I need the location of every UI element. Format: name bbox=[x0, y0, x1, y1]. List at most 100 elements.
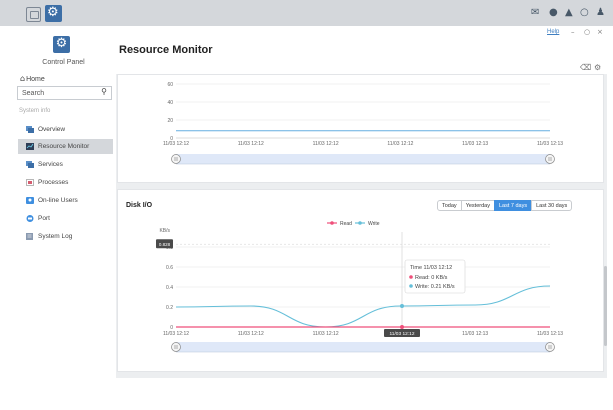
x-tick-label: 11/03 12:13 bbox=[537, 141, 563, 147]
sidebar-item-processes[interactable]: Processes bbox=[18, 175, 113, 190]
sidebar-item-overview[interactable]: Overview bbox=[18, 122, 113, 137]
show-desktop-button[interactable] bbox=[26, 7, 41, 22]
port-icon bbox=[26, 215, 34, 222]
sidebar-item-label: Processes bbox=[38, 179, 69, 186]
sidebar-item-label: Overview bbox=[38, 126, 66, 133]
settings-icon[interactable]: ⚙ bbox=[594, 63, 602, 72]
x-tick-label: 11/03 12:12 bbox=[238, 331, 264, 337]
y-tick-label: 0.4 bbox=[166, 285, 173, 291]
sidebar-item-services[interactable]: Services bbox=[18, 157, 113, 172]
disk-io-navigator-track bbox=[176, 342, 550, 352]
page-title: Resource Monitor bbox=[119, 44, 213, 56]
resource-chart: 0 20 40 60 11/03 12:12 11/03 12:12 11/03 12:12… bbox=[163, 82, 563, 165]
x-tick-label: 11/03 12:12 bbox=[163, 331, 189, 337]
resource-chart-card: 0 20 40 60 11/03 12:12 11/03 12:12 11/03 12:12… bbox=[117, 74, 604, 183]
help-link[interactable]: Help bbox=[547, 29, 560, 35]
taskbar: ✉ ● ▲ ○ ♟ bbox=[0, 0, 613, 26]
tooltip-read-marker bbox=[409, 275, 413, 279]
globe-icon[interactable]: ○ bbox=[580, 7, 589, 18]
x-highlight-label: 11/03 12:12 bbox=[390, 331, 415, 337]
y-tick-label: 0.2 bbox=[166, 305, 173, 311]
y-tick-label: 0 bbox=[170, 325, 173, 331]
main-panel: Help – ○ × Resource Monitor ⌫ ⚙ 0 20 40 60 1… bbox=[116, 26, 607, 378]
legend-read-label: Read bbox=[340, 221, 352, 227]
sidebar-item-system-log[interactable]: System Log bbox=[18, 229, 113, 244]
sidebar-item-label: On-line Users bbox=[38, 197, 78, 204]
sidebar-item-online-users[interactable]: On-line Users bbox=[18, 193, 113, 208]
time-range-buttons: Today Yesterday Last 7 days Last 30 days bbox=[437, 200, 573, 211]
home-link[interactable]: ⌂Home bbox=[20, 74, 45, 83]
sidebar-item-port[interactable]: Port bbox=[18, 211, 113, 226]
home-label: Home bbox=[26, 76, 45, 83]
write-hover-point bbox=[400, 304, 404, 308]
minimize-icon[interactable]: – bbox=[571, 28, 575, 36]
read-hover-point bbox=[400, 325, 404, 329]
overview-icon bbox=[26, 126, 34, 133]
range-yesterday-button[interactable]: Yesterday bbox=[460, 200, 495, 211]
sidebar-item-label: Resource Monitor bbox=[38, 143, 90, 150]
control-panel-gear-icon: ⚙ bbox=[53, 36, 70, 53]
top-navigator-right-handle bbox=[545, 154, 555, 164]
x-tick-label: 11/03 12:12 bbox=[313, 141, 339, 147]
x-tick-label: 11/03 12:13 bbox=[537, 331, 563, 337]
y-axis-unit: KB/s bbox=[159, 228, 170, 234]
range-last-30-days-button[interactable]: Last 30 days bbox=[531, 200, 573, 211]
top-navigator-track bbox=[176, 154, 550, 164]
processes-icon bbox=[26, 179, 34, 186]
y-highlight-label: 0.828 bbox=[159, 242, 171, 247]
legend-read-marker bbox=[330, 221, 334, 225]
resource-monitor-icon bbox=[26, 143, 34, 150]
y-tick-label: 0 bbox=[170, 136, 173, 142]
tooltip-read: Read: 0 KB/s bbox=[415, 275, 448, 281]
user-icon[interactable]: ♟ bbox=[596, 7, 605, 18]
scrollbar-thumb[interactable] bbox=[604, 266, 607, 346]
control-panel-window: ⚙ Control Panel ⌂Home Search ⚲ System inf… bbox=[11, 26, 607, 378]
tooltip-write-marker bbox=[409, 284, 413, 288]
sidebar-item-label: Services bbox=[38, 161, 63, 168]
legend-write-marker bbox=[358, 221, 362, 225]
x-tick-label: 11/03 12:12 bbox=[313, 331, 339, 337]
sidebar-item-label: System Log bbox=[38, 233, 73, 240]
top-navigator-left-handle bbox=[171, 154, 181, 164]
y-highlight-badge bbox=[156, 239, 173, 249]
restore-icon[interactable]: ○ bbox=[584, 28, 591, 36]
online-users-icon bbox=[26, 197, 34, 204]
sidebar-title: Control Panel bbox=[42, 59, 85, 66]
message-icon[interactable]: ● bbox=[549, 7, 558, 18]
y-tick-label: 60 bbox=[167, 82, 173, 88]
search-input[interactable]: Search ⚲ bbox=[17, 86, 112, 100]
x-highlight-badge bbox=[384, 329, 420, 337]
close-icon[interactable]: × bbox=[597, 28, 603, 36]
x-tick-label: 11/03 12:13 bbox=[462, 141, 488, 147]
x-tick-label: 11/03 12:12 bbox=[238, 141, 264, 147]
tooltip-write: Write: 0.21 KB/s bbox=[415, 284, 455, 290]
range-last-7-days-button[interactable]: Last 7 days bbox=[493, 200, 533, 211]
home-icon: ⌂ bbox=[20, 74, 26, 83]
chat-icon[interactable]: ✉ bbox=[531, 7, 540, 18]
disk-io-title: Disk I/O bbox=[126, 202, 153, 209]
y-tick-label: 0.6 bbox=[166, 265, 173, 271]
x-tick-label: 11/03 12:12 bbox=[163, 141, 189, 147]
sidebar-item-resource-monitor[interactable]: Resource Monitor bbox=[18, 139, 113, 154]
legend-write-label: Write bbox=[368, 221, 380, 227]
search-placeholder: Search bbox=[22, 90, 45, 97]
x-tick-label: 11/03 12:13 bbox=[462, 331, 488, 337]
search-icon[interactable]: ⚲ bbox=[101, 87, 107, 96]
notification-bell-icon[interactable]: ▲ bbox=[565, 7, 573, 18]
delete-icon[interactable]: ⌫ bbox=[580, 63, 592, 72]
disk-io-card: Disk I/O Today Yesterday Last 7 days Las… bbox=[117, 189, 604, 372]
content-area: 0 20 40 60 11/03 12:12 11/03 12:12 11/03 12:12… bbox=[116, 74, 607, 378]
services-icon bbox=[26, 161, 34, 168]
y-tick-label: 20 bbox=[167, 118, 173, 124]
x-tick-label: 11/03 12:12 bbox=[387, 141, 413, 147]
y-tick-label: 40 bbox=[167, 100, 173, 106]
tooltip-box bbox=[404, 259, 466, 294]
write-series-line bbox=[175, 285, 551, 328]
range-today-button[interactable]: Today bbox=[437, 200, 462, 211]
sidebar-item-label: Port bbox=[38, 215, 50, 222]
section-label: System info bbox=[19, 108, 51, 114]
disk-io-navigator-right-handle bbox=[545, 342, 555, 352]
disk-io-navigator-left-handle bbox=[171, 342, 181, 352]
control-panel-taskbar-button[interactable] bbox=[45, 5, 62, 22]
